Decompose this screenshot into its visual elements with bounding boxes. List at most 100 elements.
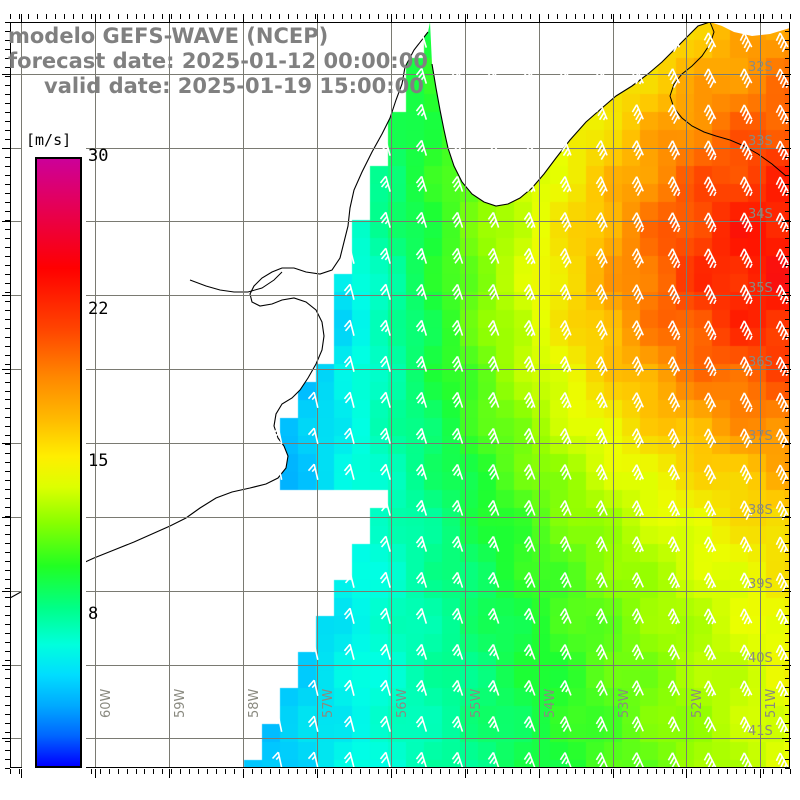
axis-ticks-bottom: [10, 769, 791, 778]
wind-barb: [595, 356, 608, 376]
axis-tick: [270, 769, 271, 774]
longitude-label-58W: 58W: [246, 688, 262, 718]
axis-tick: [207, 14, 208, 19]
axis-tick: [5, 184, 10, 185]
axis-tick: [422, 769, 423, 774]
wind-barb: [703, 176, 717, 197]
axis-tick-major-51W: [760, 769, 761, 778]
wind-barb: [415, 319, 428, 336]
wind-barb: [775, 32, 789, 53]
axis-tick: [127, 14, 128, 19]
wind-barb: [775, 752, 789, 768]
axis-tick: [5, 723, 10, 724]
wind-barb: [343, 751, 355, 768]
axis-tick: [700, 14, 701, 19]
axis-tick: [467, 769, 468, 774]
axis-tick: [785, 534, 790, 535]
axis-tick: [785, 678, 790, 679]
axis-tick: [5, 256, 10, 257]
wind-barb: [667, 356, 681, 377]
axis-tick: [620, 14, 621, 19]
axis-tick: [785, 444, 790, 445]
axis-tick: [5, 67, 10, 68]
wind-barb: [631, 176, 644, 197]
wind-barb: [667, 68, 681, 89]
axis-tick: [5, 669, 10, 670]
axis-tick: [785, 247, 790, 248]
wind-barb: [631, 392, 644, 413]
axis-tick: [5, 507, 10, 508]
axis-tick: [5, 292, 10, 293]
title-forecast-date: forecast date: 2025-01-12 00:00:00: [8, 49, 428, 73]
axis-tick: [785, 462, 790, 463]
axis-tick: [785, 417, 790, 418]
wind-barb: [451, 355, 464, 372]
axis-tick: [785, 229, 790, 230]
wind-barb: [415, 571, 428, 588]
axis-tick: [5, 426, 10, 427]
axis-tick: [611, 14, 612, 19]
wind-barb: [271, 463, 283, 480]
axis-tick: [602, 769, 603, 774]
axis-tick: [785, 391, 790, 392]
axis-tick: [351, 14, 352, 19]
wind-barb: [559, 644, 572, 661]
wind-barb: [631, 68, 644, 85]
wind-barb: [487, 283, 500, 300]
axis-tick: [673, 769, 674, 774]
wind-barb: [487, 535, 500, 552]
axis-tick: [144, 769, 145, 774]
wind-barb: [667, 248, 681, 269]
gridline-lon-54W: [539, 22, 540, 768]
axis-tick: [369, 769, 370, 774]
longitude-label-59W: 59W: [172, 688, 188, 718]
gridline-lon-57W: [317, 22, 318, 768]
wind-barb: [415, 283, 428, 300]
axis-tick: [5, 31, 10, 32]
axis-tick: [5, 417, 10, 418]
axis-tick: [5, 471, 10, 472]
map-plot-area[interactable]: [10, 22, 790, 768]
axis-tick: [449, 769, 450, 774]
axis-tick: [440, 769, 441, 774]
wind-barb: [559, 104, 572, 121]
coastline-stroke-uruguay-brazil: [431, 22, 711, 207]
axis-tick: [785, 337, 790, 338]
axis-tick: [5, 58, 10, 59]
axis-tick: [5, 705, 10, 706]
longitude-label-52W: 52W: [690, 688, 706, 718]
axis-tick: [189, 769, 190, 774]
title-valid-date: valid date: 2025-01-19 15:00:00: [44, 74, 424, 98]
wind-barb: [595, 68, 608, 85]
axis-tick: [324, 14, 325, 19]
axis-tick-major-41S: [2, 738, 11, 739]
axis-tick: [790, 769, 791, 774]
wind-barb: [451, 31, 464, 48]
wind-barb: [343, 643, 355, 660]
wind-barb: [451, 535, 464, 552]
axis-tick-major-57W: [317, 769, 318, 778]
axis-tick: [785, 346, 790, 347]
axis-tick: [785, 121, 790, 122]
wind-barb: [487, 247, 500, 264]
axis-tick-major-37S: [2, 443, 11, 444]
axis-tick-major-54W: [539, 769, 540, 778]
wind-barb: [739, 248, 753, 269]
axis-tick-major-54W: [539, 14, 540, 23]
wind-barb: [307, 391, 319, 408]
axis-tick: [700, 769, 701, 774]
axis-tick: [5, 139, 10, 140]
axis-tick: [162, 769, 163, 774]
axis-tick: [485, 769, 486, 774]
wind-barb: [703, 104, 717, 125]
axis-tick: [709, 14, 710, 19]
axis-tick: [5, 229, 10, 230]
wind-barb: [379, 139, 391, 156]
wind-barb: [703, 752, 717, 768]
axis-ticks-left: [2, 22, 11, 769]
wind-barb: [703, 644, 717, 661]
wind-barb: [775, 464, 789, 485]
wind-barb: [559, 68, 572, 85]
wind-barb: [415, 103, 428, 120]
axis-tick: [548, 14, 549, 19]
